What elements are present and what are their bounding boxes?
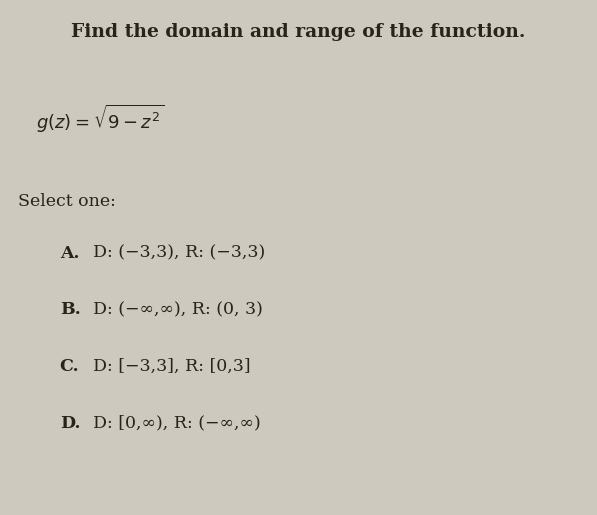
Text: A.: A. bbox=[60, 245, 79, 262]
Text: Find the domain and range of the function.: Find the domain and range of the functio… bbox=[71, 23, 526, 41]
Text: D: (−3,3), R: (−3,3): D: (−3,3), R: (−3,3) bbox=[93, 245, 265, 262]
Text: $g(z) = \sqrt{9 - z^2}$: $g(z) = \sqrt{9 - z^2}$ bbox=[36, 103, 164, 135]
Text: D: [−3,3], R: [0,3]: D: [−3,3], R: [0,3] bbox=[93, 358, 250, 375]
Text: B.: B. bbox=[60, 301, 81, 318]
Text: D: [0,∞), R: (−∞,∞): D: [0,∞), R: (−∞,∞) bbox=[93, 415, 260, 432]
Text: C.: C. bbox=[60, 358, 79, 375]
Text: D: (−∞,∞), R: (0, 3): D: (−∞,∞), R: (0, 3) bbox=[93, 301, 263, 318]
Text: Select one:: Select one: bbox=[18, 193, 116, 210]
Text: D.: D. bbox=[60, 415, 80, 432]
